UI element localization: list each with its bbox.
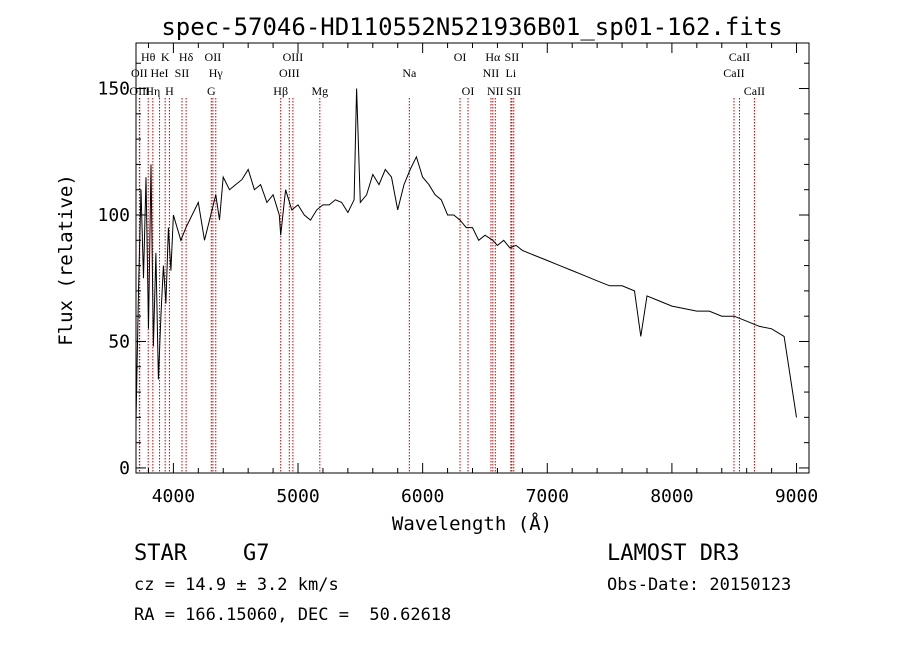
observation-date: Obs-Date: 20150123 [607,575,791,595]
y-tick-label: 0 [119,458,130,479]
spectral-line-label: Hθ [141,50,156,64]
spectral-line-markers [138,98,755,473]
spectral-line-label: H [165,84,174,98]
spectral-line-label: Hη [145,84,160,98]
spectral-line-label: Na [402,66,417,80]
spectral-line-label: SII [505,50,520,64]
spectral-line-label: K [161,50,170,64]
spectral-line-label: Hδ [179,50,194,64]
spectral-line-label: OIII [129,84,150,98]
object-subclass: G7 [243,541,270,566]
spectral-line-label: OIII [283,50,304,64]
spectral-line-label: OII [131,66,148,80]
spectral-line-label: CaII [744,84,765,98]
spectral-line-label: Hα [485,50,501,64]
y-tick-label: 150 [97,79,130,100]
spectral-line-label: Mg [311,84,328,98]
x-tick-label: 8000 [650,486,693,507]
y-axis-ticks: 0 50 100 150 [97,62,809,479]
survey-name: LAMOST DR3 [607,541,739,566]
spectral-line-label: SII [506,84,521,98]
spectral-line-label: NII [483,66,500,80]
x-tick-label: 5000 [276,486,319,507]
spectral-line-label: Hβ [273,84,288,98]
chart-title: spec-57046-HD110552N521936B01_sp01-162.f… [161,13,782,41]
x-tick-label: 6000 [401,486,444,507]
spectral-line-label: Hγ [209,66,224,80]
spectral-line-label: SII [175,66,190,80]
spectral-line-label: NII [487,84,504,98]
spectral-line-label: CaII [723,66,744,80]
object-class: STAR [134,541,188,566]
ra-dec-coordinates: RA = 166.15060, DEC = 50.62618 [134,605,451,625]
spectral-line-label: HeI [151,66,169,80]
spectral-line-label: OII [205,50,222,64]
spectral-line-label: OI [462,84,475,98]
x-tick-label: 7000 [526,486,569,507]
spectrum-line [135,88,797,423]
spectral-line-label: Li [506,66,517,80]
x-tick-label: 4000 [152,486,195,507]
redshift-velocity: cz = 14.9 ± 3.2 km/s [134,575,339,595]
y-tick-label: 50 [108,331,130,352]
spectral-line-label: CaII [729,50,750,64]
x-axis-ticks: 4000 5000 6000 7000 8000 9000 [147,43,818,507]
plot-frame [135,42,810,474]
spectral-line-label: OIII [279,66,300,80]
x-axis-label: Wavelength (Å) [392,512,552,535]
y-tick-label: 100 [97,205,130,226]
spectral-line-label: OI [454,50,467,64]
spectral-line-label: G [207,84,216,98]
y-axis-label: Flux (relative) [55,174,77,346]
x-tick-label: 9000 [775,486,818,507]
